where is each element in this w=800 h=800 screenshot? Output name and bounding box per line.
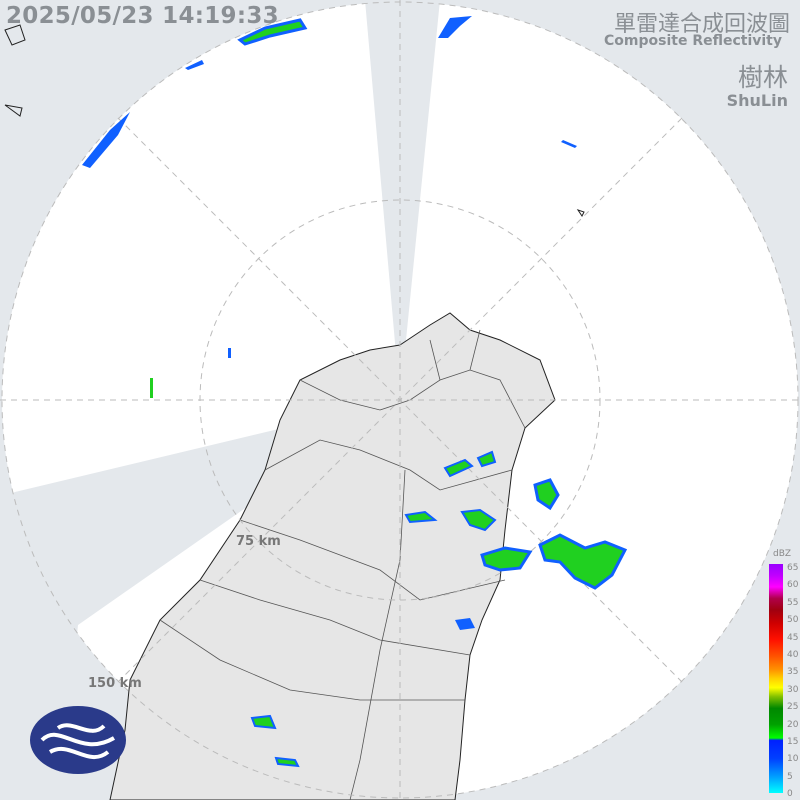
legend-tick: 35 bbox=[787, 667, 799, 678]
legend-tick: 15 bbox=[787, 737, 799, 747]
station-name-zh: 樹林 bbox=[737, 63, 788, 92]
legend-tick: 50 bbox=[787, 615, 799, 626]
county-borders bbox=[159, 329, 526, 800]
radar-echoes bbox=[82, 16, 628, 768]
cwa-logo bbox=[30, 706, 126, 774]
legend-tick: 65 bbox=[787, 563, 799, 573]
legend-tick: 20 bbox=[787, 719, 799, 730]
legend-tick: 5 bbox=[787, 771, 793, 782]
range-label-150: 150 km bbox=[88, 676, 142, 691]
timestamp: 2025/05/23 14:19:33 bbox=[6, 3, 279, 29]
dbz-color-scale bbox=[769, 564, 783, 793]
legend-unit: dBZ bbox=[773, 549, 792, 559]
legend-tick: 45 bbox=[787, 632, 799, 643]
legend-tick: 40 bbox=[787, 650, 799, 660]
legend-tick: 10 bbox=[787, 754, 799, 765]
blind-sector-north bbox=[365, 0, 440, 400]
islands bbox=[4, 24, 585, 217]
legend-tick: 30 bbox=[787, 684, 799, 695]
blind-sector-southwest bbox=[0, 400, 400, 800]
legend-tick: 60 bbox=[787, 580, 799, 591]
title-en: Composite Reflectivity bbox=[604, 33, 782, 49]
range-label-75: 75 km bbox=[236, 534, 281, 549]
taiwan-land bbox=[109, 312, 556, 800]
legend-tick: 25 bbox=[787, 702, 799, 713]
title-zh: 單雷達合成回波圖 bbox=[613, 12, 790, 37]
station-name-en: ShuLin bbox=[726, 91, 788, 110]
legend-tick: 55 bbox=[787, 597, 799, 608]
legend-tick: 0 bbox=[787, 789, 793, 800]
